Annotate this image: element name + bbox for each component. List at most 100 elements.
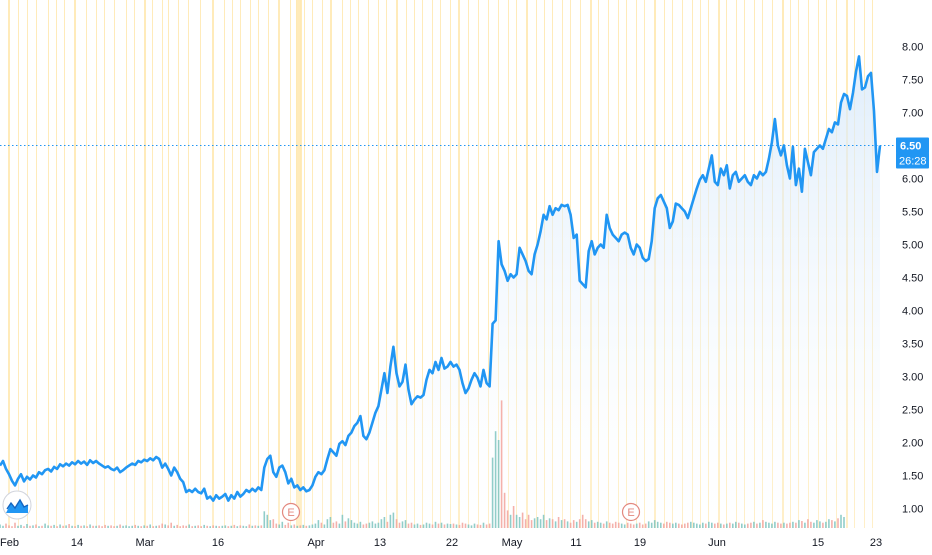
- volume-bar: [762, 520, 764, 528]
- volume-bar: [44, 523, 46, 528]
- volume-bar: [843, 517, 845, 528]
- session-band: [188, 0, 189, 528]
- y-tick-label: 2.00: [902, 438, 923, 450]
- volume-bar: [629, 523, 632, 528]
- volume-bar: [116, 525, 118, 528]
- volume-bar: [275, 523, 278, 528]
- earnings-marker[interactable]: E: [281, 502, 301, 522]
- volume-bar: [653, 520, 656, 528]
- volume-bar: [239, 525, 242, 528]
- volume-bar: [167, 525, 169, 528]
- volume-bar: [185, 525, 187, 528]
- volume-bar: [563, 519, 566, 528]
- volume-bar: [356, 523, 359, 528]
- volume-bar: [497, 440, 500, 528]
- volume-bar: [678, 523, 680, 528]
- volume-bar: [521, 512, 524, 528]
- volume-bar: [506, 510, 509, 528]
- volume-bar: [0, 524, 1, 528]
- volume-bar: [26, 524, 28, 528]
- volume-bar: [119, 524, 121, 528]
- volume-bar: [696, 523, 698, 528]
- volume-bar: [431, 524, 434, 528]
- volume-bar: [191, 526, 193, 528]
- volume-bar: [338, 523, 341, 528]
- x-axis[interactable]: Feb 14 Mar 16 Apr 13 22 May 11 19 Jun 15 23: [0, 537, 882, 549]
- volume-bar: [771, 523, 773, 528]
- volume-bar: [669, 522, 671, 528]
- volume-bar: [296, 525, 299, 528]
- volume-bar: [452, 523, 455, 528]
- volume-bar: [566, 521, 569, 528]
- volume-bar: [584, 519, 587, 528]
- session-band: [396, 0, 398, 528]
- volume-bar: [41, 525, 43, 528]
- volume-bar: [840, 514, 842, 528]
- volume-bar: [278, 524, 281, 528]
- volume-bar: [837, 518, 839, 528]
- volume-bar: [735, 521, 737, 528]
- y-tick-label: 3.00: [902, 372, 923, 384]
- y-tick-label: 4.00: [902, 306, 923, 318]
- volume-bar: [681, 524, 683, 528]
- volume-bar: [464, 523, 467, 528]
- volume-bar: [395, 519, 398, 528]
- volume-bar: [593, 522, 596, 528]
- tradingview-logo-icon[interactable]: [2, 490, 32, 520]
- volume-bar: [302, 524, 305, 528]
- session-band: [64, 0, 65, 528]
- volume-bar: [248, 524, 251, 528]
- volume-bar: [281, 521, 284, 528]
- volume-bar: [389, 514, 392, 528]
- x-tick-label: 23: [870, 537, 882, 549]
- volume-bar: [572, 520, 575, 528]
- volume-bar: [101, 526, 103, 528]
- volume-bar: [272, 519, 275, 528]
- volume-bar: [675, 522, 677, 528]
- session-band: [250, 0, 251, 528]
- volume-bar: [720, 523, 722, 528]
- volume-bar: [317, 520, 320, 528]
- volume-bar: [20, 524, 22, 528]
- volume-bar: [200, 526, 202, 528]
- price-line-group[interactable]: [0, 55, 882, 502]
- volume-bar: [227, 526, 230, 528]
- volume-bar: [590, 520, 593, 528]
- price-line[interactable]: [0, 55, 882, 502]
- volume-bar: [660, 522, 662, 528]
- volume-bar: [320, 522, 323, 528]
- volume-bar: [470, 525, 473, 528]
- y-axis[interactable]: 1.00 1.50 2.00 2.50 3.00 3.50 4.00 4.50 5.00 5.50…: [902, 42, 923, 516]
- volume-bar: [641, 524, 644, 528]
- volume-bar: [807, 519, 809, 528]
- volume-bar: [503, 492, 506, 528]
- volume-bar: [329, 517, 332, 528]
- volume-bar: [299, 525, 302, 528]
- session-band: [450, 0, 451, 528]
- volume-bar: [245, 526, 248, 528]
- volume-bar: [473, 523, 476, 528]
- volume-bar: [699, 524, 701, 528]
- volume-bar: [708, 521, 710, 528]
- earnings-marker[interactable]: E: [621, 502, 641, 522]
- volume-bar: [179, 526, 181, 528]
- volume-bar: [702, 522, 704, 528]
- volume-bar: [236, 526, 239, 528]
- session-band: [312, 0, 313, 528]
- volume-bar: [726, 523, 728, 528]
- volume-bar: [377, 522, 380, 528]
- y-tick-label: 5.00: [902, 240, 923, 252]
- volume-bar: [614, 521, 617, 528]
- volume-bar: [212, 525, 214, 528]
- x-tick-label: 13: [374, 537, 386, 549]
- volume-bar: [407, 523, 410, 528]
- volume-bar: [326, 519, 329, 528]
- volume-bar: [581, 514, 584, 528]
- session-band: [580, 0, 581, 528]
- volume-bar: [314, 523, 317, 528]
- session-band: [134, 0, 135, 528]
- volume-bar: [194, 525, 196, 528]
